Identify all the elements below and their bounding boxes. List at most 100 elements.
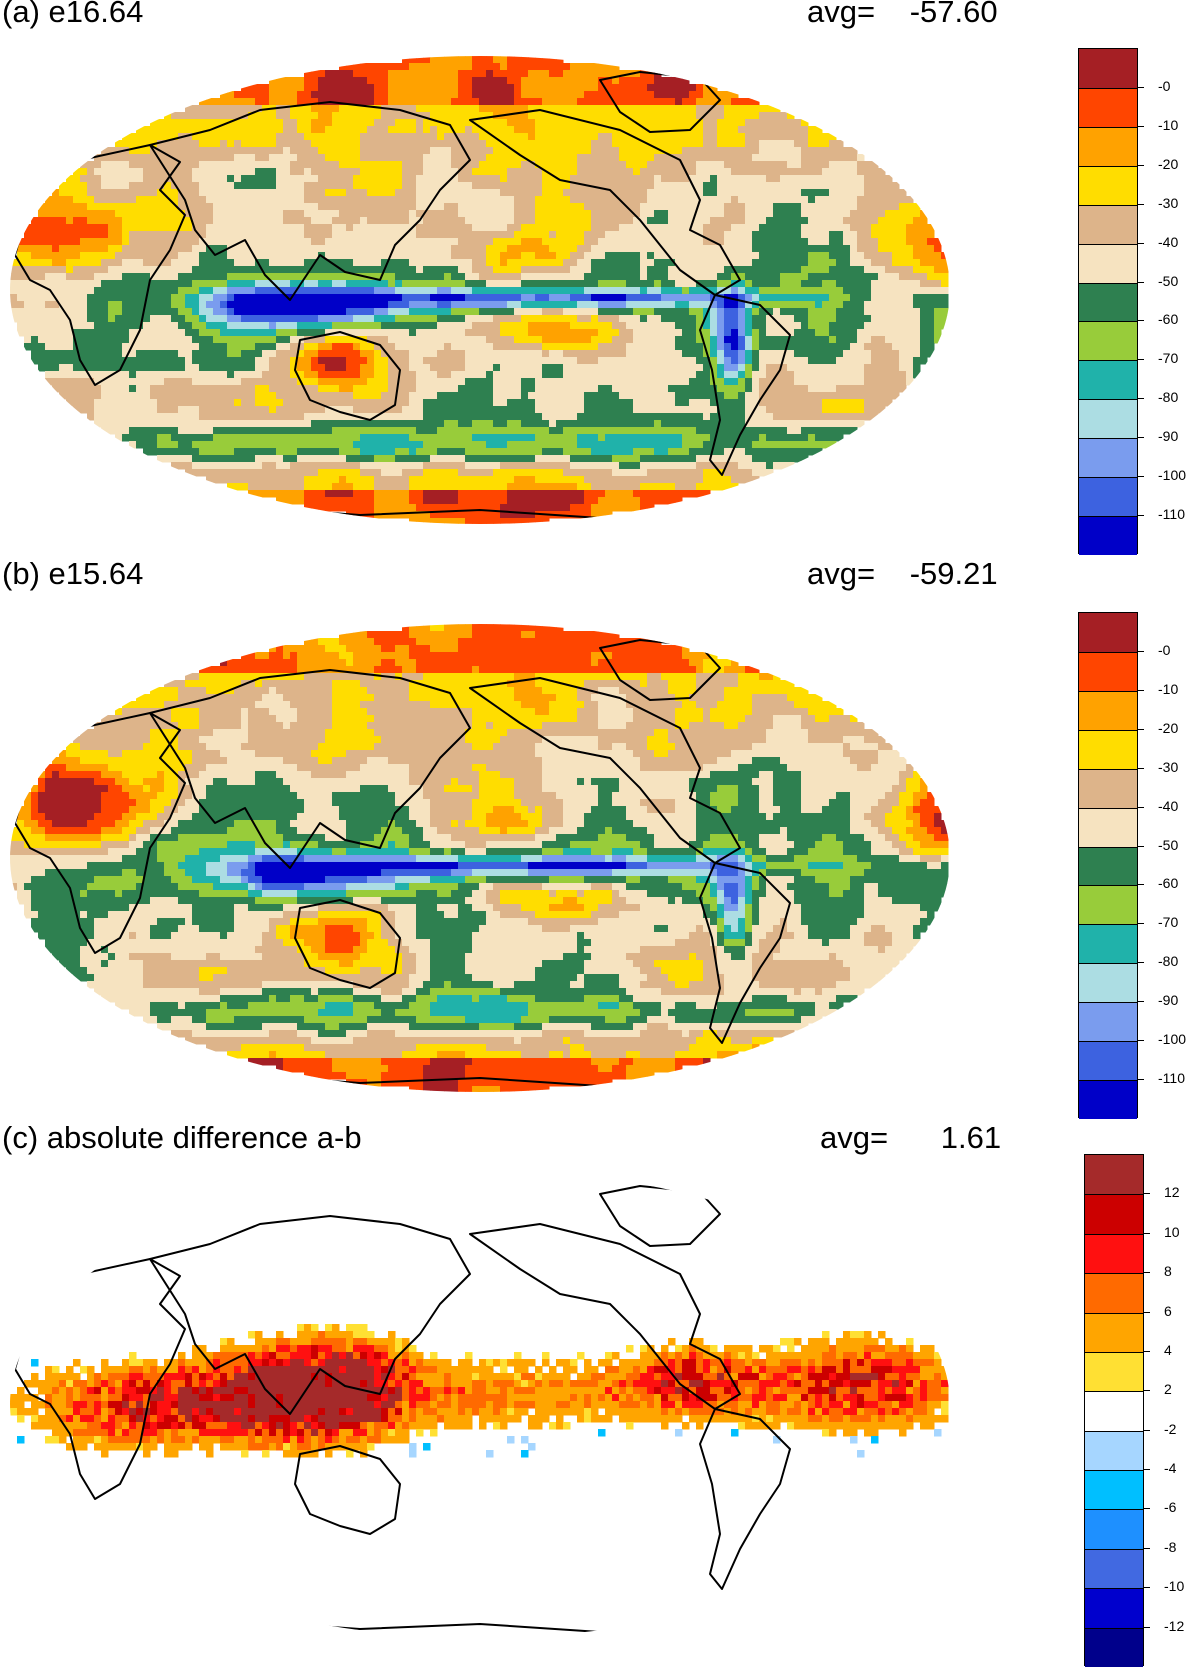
colorbar-cell: [1085, 1430, 1143, 1471]
colorbar-tick: [1138, 806, 1144, 808]
panel-c-avg: avg= 1.61: [820, 1120, 1001, 1156]
colorbar-tick: [1144, 1587, 1150, 1589]
panel-c-avg-value: 1.61: [940, 1120, 1002, 1155]
colorbar-cell: [1079, 690, 1137, 730]
panel-c-title: (c) absolute difference a-b: [2, 1120, 362, 1155]
colorbar-cell: [1079, 165, 1137, 205]
panel-c: (c) absolute difference a-b avg= 1.61 12…: [0, 1120, 1191, 1677]
colorbar-cell: [1079, 729, 1137, 769]
colorbar-tick: [1138, 962, 1144, 964]
colorbar-label: -8: [1164, 1538, 1177, 1555]
colorbar-label: -6: [1164, 1499, 1177, 1516]
colorbar-cell: [1085, 1627, 1143, 1667]
colorbar-tick: [1138, 767, 1144, 769]
panel-a: (a) e16.64 avg= -57.60 -0 -10 -20 -30 -40 -50…: [0, 0, 1191, 560]
panel-c-avg-label: avg=: [820, 1120, 889, 1155]
panel-a-avg: avg= -57.60: [807, 0, 998, 30]
colorbar-cell: [1085, 1312, 1143, 1352]
colorbar-box: [1084, 1154, 1144, 1667]
colorbar-label: -70: [1158, 350, 1179, 367]
colorbar-cell: [1079, 613, 1137, 652]
colorbar-label: 12: [1164, 1184, 1180, 1201]
panel-b-avg-value: -59.21: [909, 556, 998, 591]
colorbar-label: -50: [1158, 836, 1179, 853]
colorbar-label: 6: [1164, 1302, 1172, 1319]
panel-b-title: (b) e15.64: [2, 556, 144, 591]
colorbar-cell: [1079, 477, 1137, 517]
colorbar-tick: [1138, 884, 1144, 886]
panel-c-map: [10, 1185, 949, 1638]
colorbar-tick: [1138, 242, 1144, 244]
colorbar-tick: [1138, 1001, 1144, 1003]
colorbar-label: -110: [1158, 1070, 1185, 1087]
colorbar-tick: [1138, 359, 1144, 361]
colorbar-label: -0: [1158, 641, 1171, 658]
colorbar-tick: [1144, 1311, 1150, 1313]
colorbar-label: 8: [1164, 1263, 1172, 1280]
colorbar-label: -80: [1158, 389, 1179, 406]
colorbar-label: -100: [1158, 1031, 1187, 1048]
colorbar-cell: [1079, 1041, 1137, 1081]
colorbar-tick: [1138, 515, 1144, 517]
colorbar-label: -50: [1158, 272, 1179, 289]
colorbar-cell: [1085, 1273, 1143, 1313]
colorbar-cell: [1079, 399, 1137, 439]
colorbar-cell: [1085, 1351, 1143, 1392]
colorbar-label: -80: [1158, 953, 1179, 970]
colorbar-tick: [1138, 1040, 1144, 1042]
coastlines: [14, 1185, 791, 1638]
colorbar-label: -20: [1158, 155, 1179, 172]
colorbar-cell: [1079, 963, 1137, 1003]
colorbar-tick: [1144, 1508, 1150, 1510]
colorbar-tick: [1138, 437, 1144, 439]
colorbar-tick: [1138, 689, 1144, 691]
colorbar-cell: [1079, 1002, 1137, 1042]
colorbar-tick: [1138, 845, 1144, 847]
colorbar-tick: [1138, 476, 1144, 478]
colorbar-cell: [1079, 243, 1137, 283]
colorbar-box: [1078, 48, 1138, 555]
colorbar-label: -40: [1158, 797, 1179, 814]
colorbar-label: -10: [1158, 116, 1179, 133]
colorbar-cell: [1079, 924, 1137, 964]
colorbar-tick: [1138, 728, 1144, 730]
colorbar-label: -110: [1158, 506, 1185, 523]
colorbar-tick: [1144, 1193, 1150, 1195]
colorbar-label: -2: [1164, 1420, 1177, 1437]
panel-a-colorbar: -0 -10 -20 -30 -40 -50 -60 -70 -80 -90 -100 -110: [1078, 48, 1188, 555]
colorbar-label: -60: [1158, 875, 1179, 892]
colorbar-label: -30: [1158, 194, 1179, 211]
colorbar-cell: [1079, 768, 1137, 808]
colorbar-cell: [1085, 1194, 1143, 1234]
colorbar-label: -90: [1158, 992, 1179, 1009]
colorbar-label: -0: [1158, 77, 1171, 94]
colorbar-tick: [1144, 1390, 1150, 1392]
colorbar-tick: [1138, 86, 1144, 88]
colorbar-cell: [1079, 438, 1137, 478]
panel-a-avg-value: -57.60: [909, 0, 998, 29]
colorbar-label: 2: [1164, 1381, 1172, 1398]
colorbar-label: -30: [1158, 758, 1179, 775]
colorbar-tick: [1138, 203, 1144, 205]
colorbar-tick: [1138, 164, 1144, 166]
colorbar-cell: [1085, 1548, 1143, 1589]
colorbar-cell: [1079, 49, 1137, 88]
colorbar-tick: [1138, 281, 1144, 283]
colorbar-tick: [1138, 320, 1144, 322]
colorbar-cell: [1085, 1470, 1143, 1510]
panel-a-title: (a) e16.64: [2, 0, 144, 29]
colorbar-box: [1078, 612, 1138, 1119]
panel-a-avg-label: avg=: [807, 0, 876, 29]
colorbar-cell: [1079, 321, 1137, 361]
colorbar-tick: [1138, 923, 1144, 925]
colorbar-cell: [1079, 204, 1137, 244]
panel-b-map: [10, 624, 949, 1092]
colorbar-label: -4: [1164, 1460, 1177, 1477]
colorbar-cell: [1085, 1155, 1143, 1195]
colorbar-label: -70: [1158, 914, 1179, 931]
colorbar-cell: [1079, 885, 1137, 925]
colorbar-cell: [1085, 1391, 1143, 1431]
colorbar-cell: [1079, 282, 1137, 322]
colorbar-label: 4: [1164, 1341, 1172, 1358]
colorbar-cell: [1085, 1509, 1143, 1549]
